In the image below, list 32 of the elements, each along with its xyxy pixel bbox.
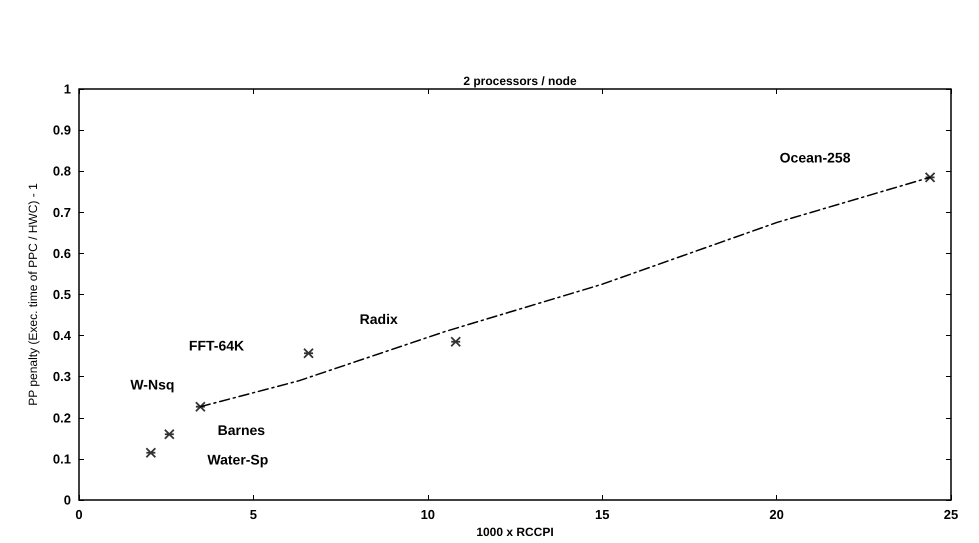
annotation: Water-Sp <box>207 452 268 468</box>
y-tick-label: 0.9 <box>52 122 71 138</box>
y-tick-label: 0.8 <box>52 164 71 179</box>
point <box>145 447 156 458</box>
y-tick-label: 0.6 <box>52 246 71 261</box>
y-tick-label: 0.2 <box>52 410 71 426</box>
annotation: W-Nsq <box>130 376 174 393</box>
x-tick-label: 0 <box>75 507 83 522</box>
point <box>303 348 314 359</box>
y-tick-label: 0 <box>64 492 71 508</box>
y-axis-title: PP penalty (Exec. time of PPC / HWC) - 1 <box>26 182 40 406</box>
point <box>194 401 206 412</box>
annotation: Ocean-258 <box>780 149 851 166</box>
x-tick-label: 15 <box>594 507 610 522</box>
y-tick-label: 0.3 <box>52 369 71 384</box>
x-tick-label: 20 <box>769 507 784 522</box>
point <box>924 172 936 183</box>
x-tick-label: 25 <box>944 507 958 522</box>
annotation: FFT-64K <box>188 337 244 354</box>
x-tick-label: 10 <box>420 507 436 522</box>
x-tick-label: 5 <box>250 507 258 522</box>
y-tick-label: 0.1 <box>52 451 71 466</box>
point <box>450 336 462 348</box>
y-tick-label: 0.4 <box>52 328 72 344</box>
chart-title: 2 processors / node <box>463 74 578 88</box>
point <box>164 428 175 440</box>
annotation: Barnes <box>218 422 266 438</box>
y-tick-label: 0.5 <box>52 287 71 302</box>
annotation: Radix <box>360 310 398 327</box>
x-axis-title: 1000 x RCCPI <box>476 524 554 539</box>
y-tick-label: 1 <box>64 82 71 96</box>
y-tick-label: 0.7 <box>52 204 71 220</box>
